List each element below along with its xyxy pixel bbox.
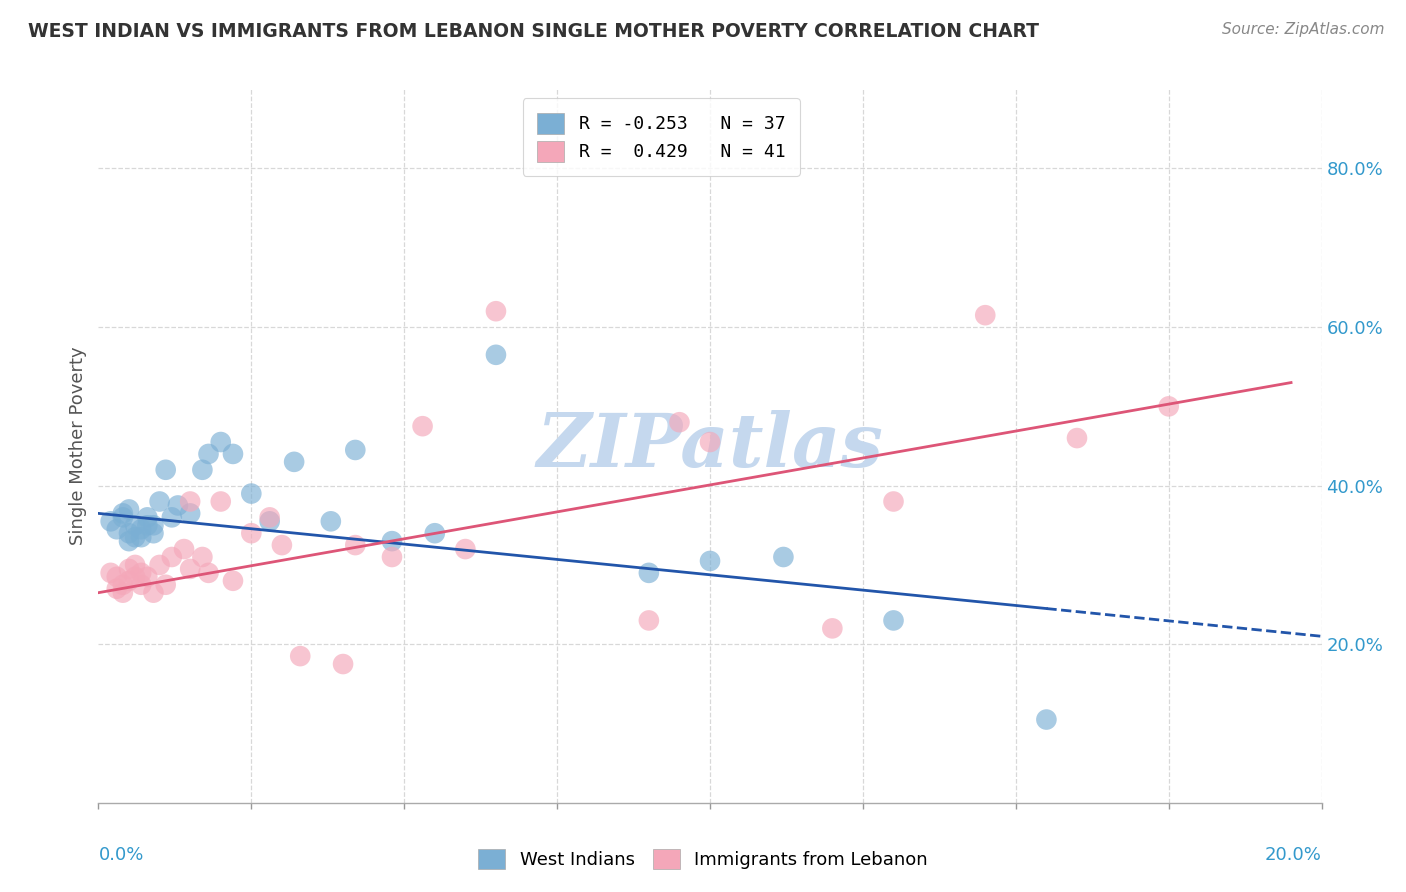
Point xyxy=(319,514,342,528)
Point xyxy=(111,578,134,592)
Point xyxy=(222,574,245,588)
Point xyxy=(699,554,721,568)
Point xyxy=(344,538,367,552)
Point xyxy=(105,570,128,584)
Point xyxy=(118,502,141,516)
Point xyxy=(142,585,165,599)
Point xyxy=(209,435,232,450)
Point xyxy=(105,522,128,536)
Point xyxy=(283,455,305,469)
Point xyxy=(179,507,201,521)
Point xyxy=(668,415,690,429)
Point xyxy=(270,538,292,552)
Point xyxy=(124,518,146,533)
Point xyxy=(118,574,141,588)
Legend: West Indians, Immigrants from Lebanon: West Indians, Immigrants from Lebanon xyxy=(470,839,936,879)
Point xyxy=(637,566,661,580)
Point xyxy=(191,463,214,477)
Point xyxy=(111,510,134,524)
Text: ZIPatlas: ZIPatlas xyxy=(537,409,883,483)
Point xyxy=(637,614,661,628)
Point xyxy=(1066,431,1088,445)
Point xyxy=(179,494,201,508)
Point xyxy=(1157,400,1180,414)
Point xyxy=(105,582,128,596)
Point xyxy=(155,578,177,592)
Point xyxy=(240,526,263,541)
Point xyxy=(344,442,367,457)
Point xyxy=(149,558,172,572)
Point xyxy=(173,542,195,557)
Point xyxy=(772,549,794,564)
Point xyxy=(100,514,122,528)
Point xyxy=(1035,713,1057,727)
Point xyxy=(167,499,190,513)
Point xyxy=(118,534,141,549)
Point xyxy=(129,530,152,544)
Point xyxy=(136,570,159,584)
Point xyxy=(136,518,159,533)
Point xyxy=(160,510,183,524)
Point xyxy=(124,558,146,572)
Point xyxy=(124,530,146,544)
Point xyxy=(142,526,165,541)
Point xyxy=(485,304,508,318)
Point xyxy=(129,566,152,580)
Point xyxy=(883,614,905,628)
Point xyxy=(423,526,446,541)
Point xyxy=(412,419,434,434)
Legend: R = -0.253   N = 37, R =  0.429   N = 41: R = -0.253 N = 37, R = 0.429 N = 41 xyxy=(523,98,800,176)
Point xyxy=(222,447,245,461)
Point xyxy=(259,510,281,524)
Point xyxy=(142,518,165,533)
Point xyxy=(111,507,134,521)
Point xyxy=(240,486,263,500)
Point xyxy=(883,494,905,508)
Y-axis label: Single Mother Poverty: Single Mother Poverty xyxy=(69,347,87,545)
Point xyxy=(149,494,172,508)
Text: WEST INDIAN VS IMMIGRANTS FROM LEBANON SINGLE MOTHER POVERTY CORRELATION CHART: WEST INDIAN VS IMMIGRANTS FROM LEBANON S… xyxy=(28,22,1039,41)
Point xyxy=(129,578,152,592)
Point xyxy=(290,649,312,664)
Point xyxy=(381,549,404,564)
Text: Source: ZipAtlas.com: Source: ZipAtlas.com xyxy=(1222,22,1385,37)
Point xyxy=(118,526,141,541)
Point xyxy=(197,566,219,580)
Text: 0.0%: 0.0% xyxy=(98,846,143,863)
Point xyxy=(209,494,232,508)
Point xyxy=(100,566,122,580)
Point xyxy=(111,585,134,599)
Point xyxy=(197,447,219,461)
Point xyxy=(155,463,177,477)
Point xyxy=(136,510,159,524)
Point xyxy=(129,522,152,536)
Point xyxy=(821,621,844,635)
Point xyxy=(485,348,508,362)
Text: 20.0%: 20.0% xyxy=(1265,846,1322,863)
Point xyxy=(699,435,721,450)
Point xyxy=(118,562,141,576)
Point xyxy=(179,562,201,576)
Point xyxy=(259,514,281,528)
Point xyxy=(160,549,183,564)
Point xyxy=(454,542,477,557)
Point xyxy=(974,308,997,322)
Point xyxy=(332,657,354,671)
Point xyxy=(191,549,214,564)
Point xyxy=(124,570,146,584)
Point xyxy=(381,534,404,549)
